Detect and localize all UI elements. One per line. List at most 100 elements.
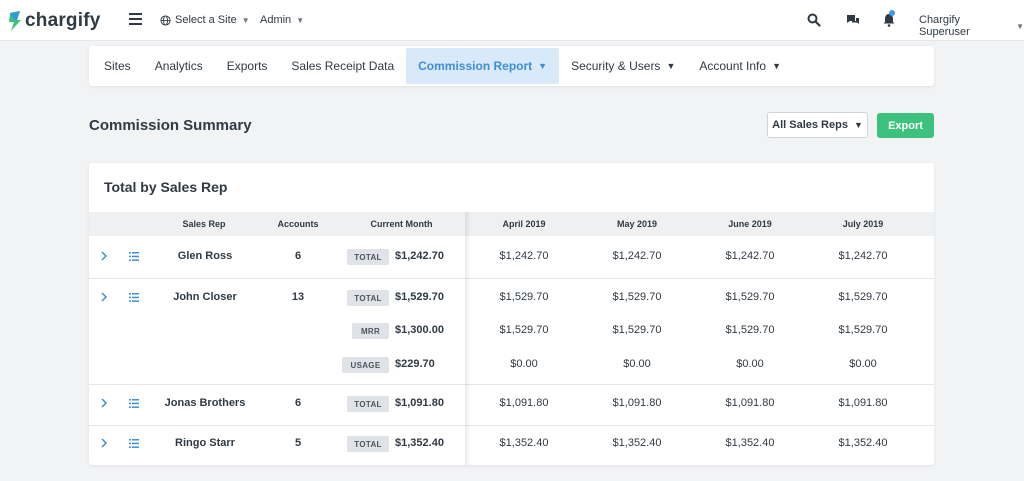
- chargify-logo-icon: [9, 11, 21, 31]
- rep-accounts: 5: [294, 437, 302, 449]
- nav-analytics[interactable]: Analytics: [143, 48, 215, 84]
- month-value: $1,529.70: [725, 291, 775, 303]
- search-icon[interactable]: [807, 13, 821, 27]
- month-value: $1,529.70: [725, 324, 775, 336]
- globe-icon: [160, 14, 171, 26]
- current-month-amount: $1,091.80: [395, 397, 444, 409]
- chevron-down-icon: ▼: [772, 61, 781, 71]
- month-value: $1,352.40: [838, 437, 888, 449]
- month-value: $1,242.70: [725, 250, 775, 262]
- month-value: $1,091.80: [612, 397, 662, 409]
- sticky-column-shadow: [465, 212, 471, 465]
- total-tag: TOTAL: [347, 290, 389, 306]
- month-value: $1,529.70: [499, 324, 549, 336]
- nav-label: Analytics: [154, 59, 203, 73]
- list-icon[interactable]: [129, 399, 139, 408]
- top-bar: chargify Select a Site ▼ Admin ▼ Chargif…: [0, 0, 1024, 41]
- admin-menu-label: Admin: [260, 14, 292, 26]
- nav-commission-report[interactable]: Commission Report ▼: [406, 48, 560, 84]
- notification-dot: [889, 10, 895, 16]
- month-value: $1,352.40: [725, 437, 775, 449]
- sales-reps-filter-label: All Sales Reps: [772, 119, 848, 131]
- total-tag: TOTAL: [347, 436, 389, 452]
- site-selector-label: Select a Site: [175, 14, 237, 26]
- logo-text: chargify: [25, 10, 101, 31]
- th-sales-rep: Sales Rep: [182, 219, 226, 229]
- expand-chevron-icon[interactable]: [100, 438, 108, 448]
- th-accounts: Accounts: [277, 219, 319, 229]
- month-value: $1,242.70: [612, 250, 662, 262]
- current-month-amount: $1,242.70: [395, 250, 444, 262]
- card-title: Total by Sales Rep: [104, 179, 228, 195]
- table-header: Sales Rep Accounts Current Month April 2…: [89, 212, 934, 236]
- row-divider: [89, 278, 934, 279]
- total-tag: TOTAL: [347, 396, 389, 412]
- nav-label: Account Info: [699, 59, 767, 73]
- nav-label: Sales Receipt Data: [291, 59, 395, 73]
- expand-chevron-icon[interactable]: [100, 292, 108, 302]
- expand-chevron-icon[interactable]: [100, 251, 108, 261]
- month-value: $0.00: [849, 358, 877, 370]
- report-nav: Sites Analytics Exports Sales Receipt Da…: [89, 46, 934, 86]
- nav-label: Exports: [226, 59, 268, 73]
- rep-name: Glen Ross: [177, 250, 233, 262]
- nav-label: Security & Users: [571, 59, 661, 73]
- th-month-3: June 2019: [728, 219, 772, 229]
- nav-label: Commission Report: [418, 59, 533, 73]
- menu-icon[interactable]: [129, 13, 142, 27]
- page-title: Commission Summary: [89, 117, 252, 134]
- list-icon[interactable]: [129, 439, 139, 448]
- th-month-2: May 2019: [616, 219, 658, 229]
- rep-name: Jonas Brothers: [164, 397, 246, 409]
- site-selector[interactable]: Select a Site ▼: [160, 14, 250, 26]
- nav-sites[interactable]: Sites: [92, 48, 143, 84]
- usage-tag: USAGE: [342, 357, 389, 373]
- sales-reps-filter[interactable]: All Sales Reps ▼: [767, 112, 868, 138]
- rep-accounts: 6: [294, 250, 302, 262]
- month-value: $1,352.40: [612, 437, 662, 449]
- sales-rep-card: Total by Sales Rep Sales Rep Accounts Cu…: [89, 163, 934, 465]
- current-month-amount: $1,529.70: [395, 291, 444, 303]
- month-value: $1,242.70: [838, 250, 888, 262]
- nav-exports[interactable]: Exports: [215, 48, 280, 84]
- user-menu[interactable]: Chargify Superuser ▼: [919, 14, 1024, 38]
- month-value: $1,091.80: [725, 397, 775, 409]
- month-value: $1,529.70: [499, 291, 549, 303]
- mrr-tag: MRR: [352, 323, 389, 339]
- rep-name: Ringo Starr: [175, 437, 235, 449]
- user-name: Chargify Superuser: [919, 14, 970, 38]
- nav-security-users[interactable]: Security & Users ▼: [559, 48, 687, 84]
- rep-accounts: 13: [291, 291, 305, 303]
- export-button[interactable]: Export: [877, 113, 934, 138]
- current-month-amount: $229.70: [395, 358, 435, 370]
- month-value: $0.00: [510, 358, 538, 370]
- admin-menu[interactable]: Admin ▼: [260, 14, 304, 26]
- nav-label: Sites: [104, 59, 131, 73]
- chevron-down-icon: ▼: [538, 61, 548, 71]
- bell-icon[interactable]: [882, 13, 896, 27]
- month-value: $1,242.70: [499, 250, 549, 262]
- month-value: $1,529.70: [838, 324, 888, 336]
- list-icon[interactable]: [129, 252, 139, 261]
- rep-name: John Closer: [173, 291, 237, 303]
- month-value: $1,529.70: [612, 324, 662, 336]
- chargify-logo[interactable]: chargify: [8, 10, 101, 32]
- nav-sales-receipt-data[interactable]: Sales Receipt Data: [279, 48, 406, 84]
- current-month-amount: $1,352.40: [395, 437, 444, 449]
- expand-chevron-icon[interactable]: [100, 398, 108, 408]
- total-tag: TOTAL: [347, 249, 389, 265]
- chat-icon[interactable]: [846, 13, 860, 27]
- month-value: $1,091.80: [499, 397, 549, 409]
- month-value: $1,091.80: [838, 397, 888, 409]
- caret-down-icon: ▼: [241, 15, 250, 25]
- rep-accounts: 6: [294, 397, 302, 409]
- list-icon[interactable]: [129, 293, 139, 302]
- nav-account-info[interactable]: Account Info ▼: [687, 48, 793, 84]
- th-month-4: July 2019: [842, 219, 884, 229]
- caret-down-icon: ▼: [296, 15, 305, 25]
- month-value: $1,529.70: [838, 291, 888, 303]
- row-divider: [89, 425, 934, 426]
- th-current-month: Current Month: [370, 219, 433, 229]
- th-month-1: April 2019: [502, 219, 546, 229]
- current-month-amount: $1,300.00: [395, 324, 444, 336]
